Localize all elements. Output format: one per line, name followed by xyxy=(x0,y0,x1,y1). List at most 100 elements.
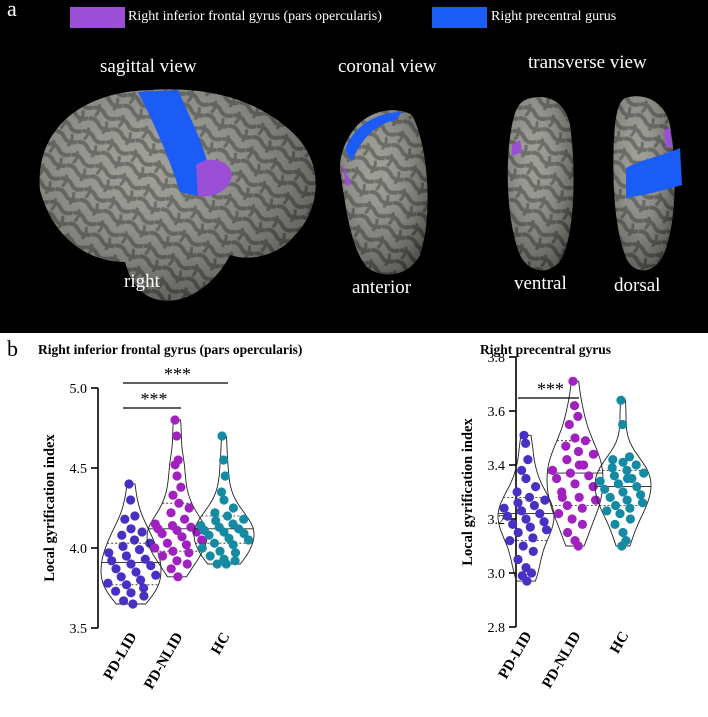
coronal-brain xyxy=(340,110,428,275)
right-point-pd-lid xyxy=(529,500,540,511)
left-point-pd-lid xyxy=(104,548,114,558)
left-chart-title: Right inferior frontal gyrus (pars operc… xyxy=(38,342,303,357)
left-point-pd-lid xyxy=(139,591,149,601)
right-x-tick-label: PD-NLID xyxy=(539,629,584,691)
right-point-pd-nlid xyxy=(567,514,577,524)
left-point-hc xyxy=(219,455,229,465)
left-point-pd-nlid xyxy=(177,532,187,542)
right-point-hc xyxy=(607,463,617,473)
left-point-pd-nlid xyxy=(168,490,178,500)
left-point-pd-nlid xyxy=(166,508,176,518)
right-point-pd-lid xyxy=(502,511,513,521)
right-point-pd-nlid xyxy=(580,436,591,446)
right-point-pd-lid xyxy=(519,430,529,440)
left-point-hc xyxy=(210,508,220,518)
right-point-pd-nlid xyxy=(574,492,584,502)
right-point-hc xyxy=(637,498,648,508)
right-point-pd-lid xyxy=(523,455,533,465)
left-point-pd-lid xyxy=(126,588,136,598)
right-point-pd-nlid xyxy=(588,449,599,459)
left-point-pd-nlid xyxy=(158,551,168,561)
left-point-pd-lid xyxy=(121,551,131,561)
right-point-pd-lid xyxy=(540,495,550,505)
left-x-tick-label: HC xyxy=(208,630,233,657)
right-point-pd-lid xyxy=(521,514,531,524)
left-y-axis-label: Local gyrification index xyxy=(42,434,58,582)
right-point-hc xyxy=(616,395,626,405)
right-point-pd-nlid xyxy=(574,460,584,470)
left-point-hc xyxy=(228,503,238,513)
right-point-pd-lid xyxy=(539,517,549,527)
coronal-opercularis-region xyxy=(342,162,352,186)
left-point-pd-nlid xyxy=(181,540,191,550)
left-point-hc xyxy=(204,530,214,540)
left-point-pd-lid xyxy=(139,583,149,593)
right-point-hc xyxy=(624,452,635,462)
right-chart-title: Right precentral gyrus xyxy=(480,342,611,357)
right-point-pd-nlid xyxy=(573,541,583,551)
right-point-pd-nlid xyxy=(584,471,594,481)
left-point-pd-nlid xyxy=(168,546,178,556)
left-point-pd-lid xyxy=(137,527,147,537)
left-point-pd-lid xyxy=(136,575,146,585)
sagittal-view-label: sagittal view xyxy=(100,56,197,77)
left-point-hc xyxy=(216,487,227,497)
right-point-hc xyxy=(595,476,605,486)
right-point-pd-nlid xyxy=(565,468,576,478)
right-point-pd-nlid xyxy=(562,500,572,511)
right-point-hc xyxy=(618,419,628,430)
precentral-region xyxy=(138,90,210,196)
right-point-pd-nlid xyxy=(552,473,562,484)
left-x-tick-label: PD-LID xyxy=(101,630,141,683)
right-y-tick-label: 3.4 xyxy=(488,459,506,474)
left-point-hc xyxy=(222,511,233,521)
right-y-tick-label: 3.8 xyxy=(488,351,506,366)
right-point-pd-lid xyxy=(522,576,532,586)
right-point-hc xyxy=(639,468,649,478)
right-y-tick-label: 2.8 xyxy=(488,621,506,636)
right-point-hc xyxy=(622,465,632,475)
left-point-pd-lid xyxy=(126,495,136,505)
left-point-hc xyxy=(230,556,240,566)
left-point-pd-lid xyxy=(107,556,117,566)
right-point-pd-nlid xyxy=(591,495,601,505)
left-point-pd-nlid xyxy=(172,471,182,481)
right-point-hc xyxy=(622,473,633,484)
right-point-pd-lid xyxy=(513,498,523,508)
right-point-hc xyxy=(632,482,642,492)
sagittal-brain xyxy=(39,89,316,301)
right-point-hc xyxy=(636,490,646,500)
legend-label-opercularis: Right inferior frontal gyrus (pars operc… xyxy=(128,9,382,24)
right-point-pd-lid xyxy=(524,492,535,502)
left-point-hc xyxy=(219,495,229,505)
right-point-hc xyxy=(617,541,627,551)
left-point-pd-nlid xyxy=(162,538,172,548)
right-x-tick-label: HC xyxy=(607,629,632,656)
left-point-pd-lid xyxy=(134,545,145,555)
left-point-pd-lid xyxy=(146,561,156,571)
left-point-pd-nlid xyxy=(172,525,182,536)
right-point-pd-nlid xyxy=(561,441,571,451)
right-point-hc xyxy=(618,457,628,467)
right-point-pd-lid xyxy=(525,522,535,532)
brain-panel: a Right inferior frontal gyrus (pars ope… xyxy=(0,0,708,333)
right-point-pd-nlid xyxy=(573,411,583,421)
right-point-hc xyxy=(625,514,636,524)
right-point-pd-lid xyxy=(499,503,509,513)
orientation-anterior-label: anterior xyxy=(352,277,412,298)
right-point-pd-nlid xyxy=(577,519,588,530)
opercularis-region xyxy=(196,159,232,197)
right-y-tick-label: 3.0 xyxy=(488,567,506,582)
left-point-pd-lid xyxy=(140,554,150,564)
ventral-brain xyxy=(507,97,574,271)
right-point-pd-nlid xyxy=(547,465,558,475)
left-point-pd-lid xyxy=(129,535,140,545)
left-point-hc xyxy=(215,546,225,556)
panel-b-letter: b xyxy=(7,336,18,361)
orientation-ventral-label: ventral xyxy=(514,273,567,294)
right-point-pd-lid xyxy=(505,536,515,546)
left-point-hc xyxy=(243,535,254,545)
right-point-hc xyxy=(602,506,612,516)
right-point-pd-lid xyxy=(517,465,527,475)
left-point-pd-lid xyxy=(117,530,127,540)
